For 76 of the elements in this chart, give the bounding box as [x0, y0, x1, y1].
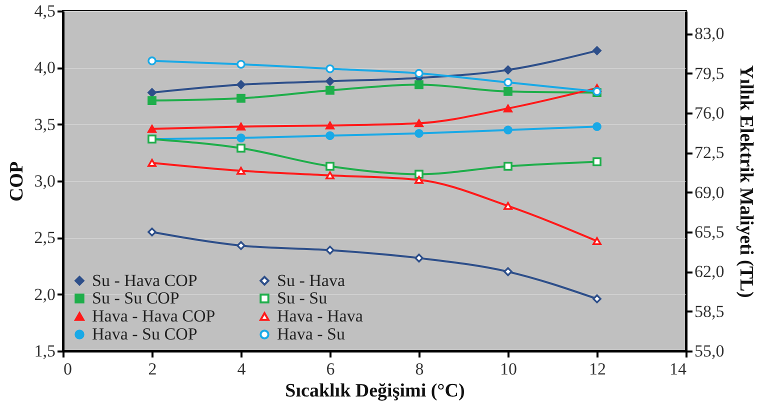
- point: [148, 96, 156, 105]
- point: [148, 56, 156, 66]
- point: [414, 176, 424, 184]
- point: [504, 267, 512, 276]
- y2-tick-label: 72,5: [694, 143, 724, 162]
- point: [148, 228, 156, 236]
- y-tick-label: 4,5: [34, 2, 56, 20]
- y2-tick-label: 76,0: [694, 104, 724, 122]
- point: [414, 128, 424, 138]
- y2-tick-label: 62,0: [694, 262, 724, 282]
- point: [504, 78, 512, 87]
- x-tick-label: 6: [326, 360, 335, 378]
- y2-axis-title: Yıllık Elektrik Maliyeti (TL): [735, 65, 756, 298]
- y2-tick-label: 65,5: [694, 222, 724, 242]
- legend-label: Su - Hava: [277, 270, 346, 290]
- point: [326, 64, 334, 74]
- point: [592, 46, 602, 56]
- point: [326, 246, 334, 255]
- y2-tick-label: 69,0: [694, 182, 724, 202]
- point: [326, 76, 334, 86]
- point: [326, 171, 334, 180]
- y2-tick-label: 55,0: [694, 342, 724, 360]
- x-axis-title: Sıcaklık Değişimi (°C): [285, 380, 465, 402]
- y2-tick-label: 58,5: [694, 302, 724, 321]
- y-tick-label: 2,5: [34, 228, 56, 248]
- point: [504, 65, 512, 74]
- point: [504, 126, 512, 134]
- point: [236, 60, 246, 69]
- x-tick-label: 12: [589, 360, 606, 378]
- y2-tick-label: 79,5: [694, 64, 724, 83]
- point: [236, 241, 246, 250]
- y-axis-title: COP: [6, 161, 28, 202]
- x-tick-label: 10: [500, 360, 517, 378]
- point: [414, 68, 424, 78]
- y-tick-label: 2,0: [34, 284, 56, 304]
- y-tick-label: 4,0: [34, 58, 56, 78]
- point: [236, 80, 246, 90]
- point: [236, 122, 246, 131]
- point: [326, 131, 334, 140]
- legend-label: Hava - Su: [277, 324, 346, 344]
- point: [236, 166, 246, 175]
- legend-label: Hava - Hava COP: [92, 306, 216, 326]
- point: [592, 294, 602, 304]
- point: [236, 144, 246, 153]
- point: [414, 80, 424, 90]
- point: [326, 86, 334, 95]
- point: [148, 124, 156, 133]
- point: [504, 202, 512, 210]
- point: [148, 158, 156, 167]
- legend-label: Su - Hava COP: [92, 270, 198, 290]
- point: [504, 87, 512, 96]
- legend-label: Su - Su COP: [92, 288, 180, 308]
- legend-label: Hava - Su COP: [92, 324, 198, 344]
- point: [414, 119, 424, 128]
- y-tick-label: 1,5: [34, 342, 56, 360]
- x-tick-label: 0: [64, 360, 72, 378]
- point: [236, 134, 246, 142]
- point: [592, 122, 602, 132]
- point: [148, 88, 156, 98]
- point: [326, 122, 334, 130]
- y2-tick-label: 83,0: [694, 24, 724, 44]
- x-tick-label: 4: [237, 360, 246, 378]
- point: [504, 104, 512, 112]
- point: [504, 162, 512, 171]
- x-tick-label: 2: [148, 360, 157, 378]
- point: [592, 157, 602, 166]
- legend-label: Hava - Hava: [277, 306, 364, 326]
- point: [236, 94, 246, 103]
- legend-label: Su - Su: [277, 288, 328, 308]
- y-tick-label: 3,0: [34, 172, 56, 190]
- point: [414, 254, 424, 263]
- x-tick-label: 14: [670, 360, 687, 378]
- x-tick-label: 8: [415, 360, 424, 378]
- point: [326, 162, 334, 171]
- y-tick-label: 3,5: [34, 114, 56, 134]
- point: [592, 237, 602, 246]
